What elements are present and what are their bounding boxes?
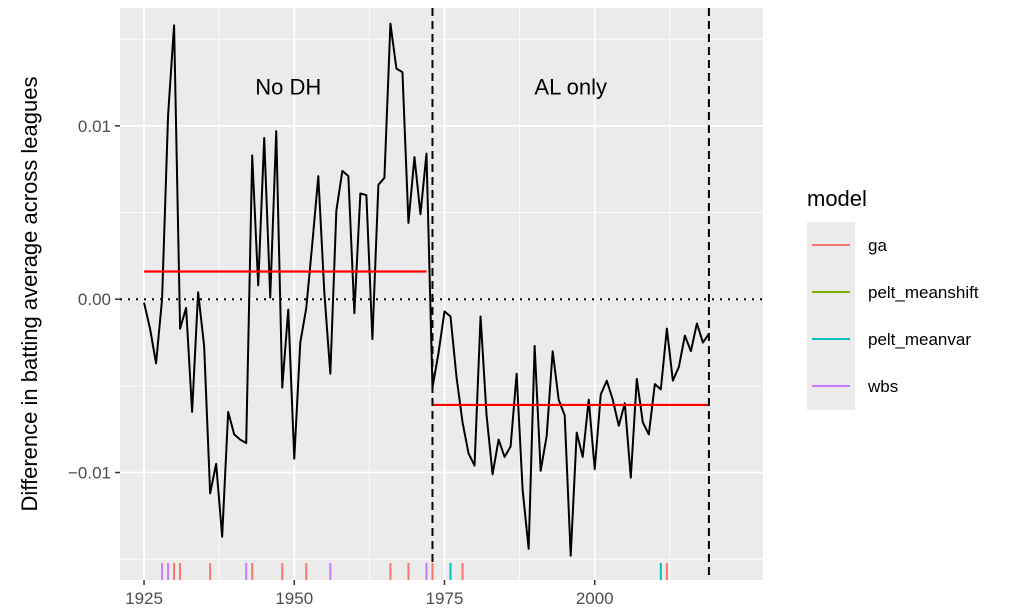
legend-label-ga: ga	[868, 236, 887, 255]
region-label: No DH	[255, 75, 321, 100]
annotations: No DH AL only	[255, 75, 607, 100]
series-line	[143, 22, 710, 557]
legend-title: model	[807, 186, 867, 211]
y-axis: −0.01 0.00 0.01	[68, 117, 120, 483]
x-tick-label: 2000	[576, 589, 614, 608]
plot-marks	[120, 8, 763, 580]
x-tick-label: 1950	[275, 589, 313, 608]
region-label: AL only	[534, 75, 607, 100]
y-tick-label: 0.00	[78, 290, 111, 309]
rug-marks	[161, 563, 668, 580]
legend-label-pelt_meanvar: pelt_meanvar	[868, 330, 971, 349]
y-tick-label: −0.01	[68, 464, 111, 483]
y-axis-title: Difference in batting average across lea…	[17, 77, 42, 512]
legend-label-wbs: wbs	[867, 377, 898, 396]
legend-key-background	[807, 222, 855, 410]
panel-background	[120, 8, 763, 580]
x-axis: 1925 1950 1975 2000	[125, 580, 614, 608]
y-tick-label: 0.01	[78, 117, 111, 136]
x-tick-label: 1925	[125, 589, 163, 608]
legend-label-pelt_meanshift: pelt_meanshift	[868, 283, 979, 302]
x-tick-label: 1975	[426, 589, 464, 608]
